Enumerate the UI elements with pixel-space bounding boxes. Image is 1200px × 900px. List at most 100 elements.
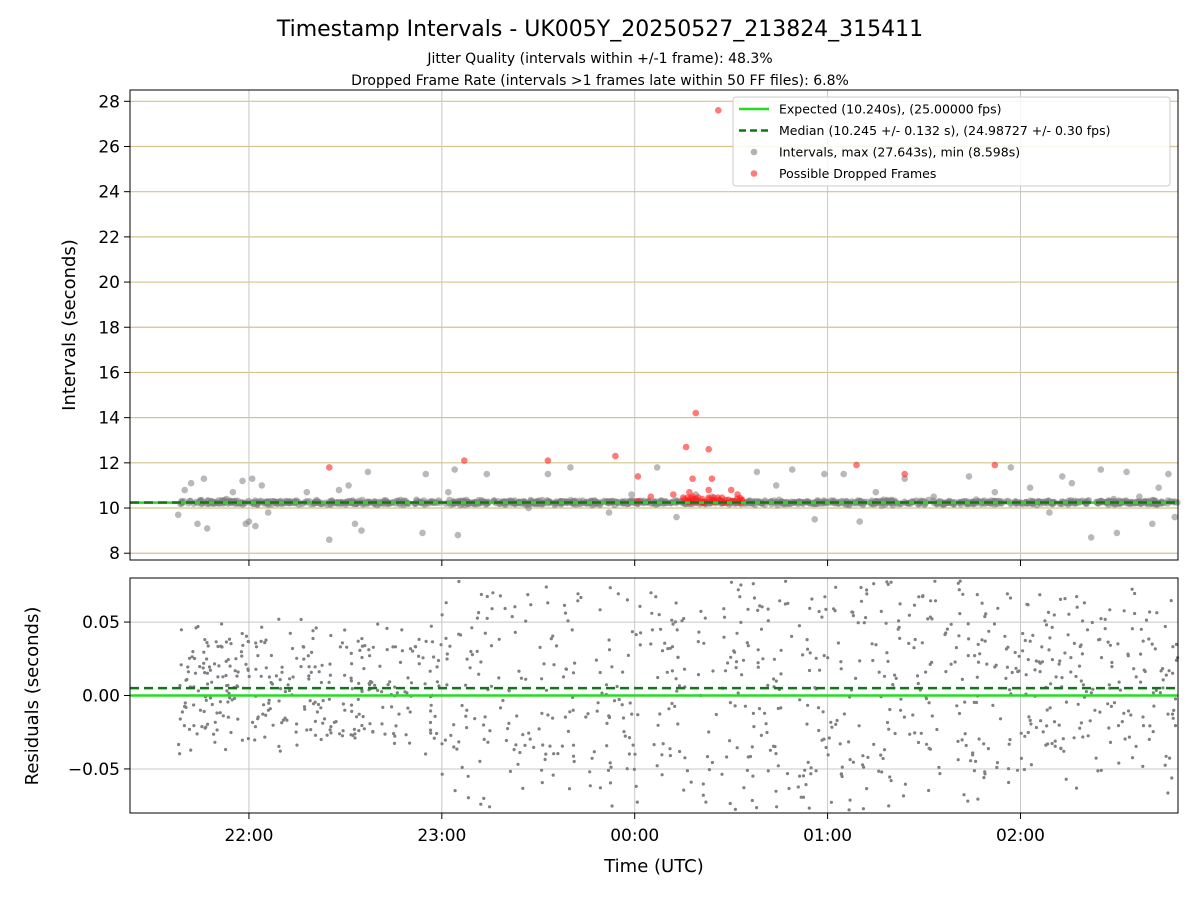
residual-point	[193, 656, 197, 661]
residual-point	[277, 699, 281, 703]
dropped-frame-point	[715, 107, 722, 114]
residual-point	[671, 622, 675, 626]
residual-point	[556, 752, 560, 756]
residual-point	[453, 789, 457, 793]
residual-point	[1043, 619, 1047, 623]
residual-point	[307, 674, 311, 678]
residual-point	[650, 611, 654, 615]
residual-point	[403, 690, 407, 694]
residual-point	[820, 738, 824, 742]
residual-point	[993, 665, 997, 669]
residual-point	[913, 637, 917, 642]
residual-point	[263, 735, 267, 739]
residual-point	[400, 649, 404, 653]
residual-point	[630, 630, 635, 634]
residual-point	[305, 728, 309, 732]
residual-point	[943, 633, 947, 637]
residual-point	[896, 627, 900, 631]
residual-point	[544, 688, 549, 692]
dropped-frame-point	[689, 493, 696, 501]
residual-point	[1069, 670, 1073, 674]
residual-point	[625, 598, 630, 602]
residual-point	[432, 655, 436, 659]
residual-point	[621, 670, 625, 674]
residual-point	[1027, 715, 1031, 719]
dropped-frame-point	[634, 473, 642, 480]
interval-point	[673, 513, 680, 521]
residual-point	[271, 723, 275, 727]
residual-point	[995, 761, 1000, 765]
residual-point	[251, 720, 255, 725]
residual-point	[898, 602, 902, 606]
residual-point	[439, 643, 443, 647]
residual-point	[349, 703, 354, 707]
dropped-frame-point	[738, 496, 746, 503]
residual-point	[982, 776, 986, 780]
residual-point	[1109, 704, 1113, 709]
residual-point	[566, 729, 571, 734]
residual-point	[725, 755, 729, 759]
residual-point	[606, 768, 611, 773]
residual-point	[291, 675, 295, 679]
residual-point	[311, 629, 315, 633]
residual-point	[332, 720, 336, 725]
residual-point	[281, 718, 285, 722]
dropped-frame-point	[705, 446, 712, 453]
residual-point	[930, 714, 934, 718]
residual-point	[204, 698, 208, 703]
residual-point	[341, 702, 345, 706]
residual-point	[764, 722, 768, 726]
residual-point	[808, 651, 812, 655]
residual-point	[1028, 718, 1032, 723]
residual-point	[627, 752, 632, 756]
residual-point	[501, 698, 505, 703]
legend-label: Expected (10.240s), (25.00000 fps)	[779, 102, 1001, 117]
interval-point	[965, 473, 973, 480]
residual-point	[430, 640, 435, 644]
residual-point	[1122, 711, 1126, 715]
residual-point	[822, 654, 826, 658]
residual-point	[277, 744, 281, 749]
residual-point	[649, 642, 653, 646]
residual-point	[1028, 639, 1032, 643]
residual-point	[668, 754, 673, 758]
residual-point	[1041, 730, 1045, 734]
residual-point	[436, 658, 441, 663]
residual-point	[665, 670, 669, 674]
residual-point	[329, 633, 333, 638]
residual-point	[184, 678, 188, 682]
interval-point	[1110, 495, 1117, 503]
residual-point	[233, 669, 237, 673]
residual-point	[319, 680, 323, 685]
interval-point	[1155, 484, 1162, 492]
interval-point	[1087, 534, 1095, 541]
residual-point	[256, 654, 260, 658]
y-tick-label: 16	[98, 363, 120, 383]
residual-point	[1122, 609, 1126, 613]
residual-point	[609, 765, 613, 769]
residual-point	[621, 716, 626, 720]
residual-point	[774, 679, 778, 683]
residual-point	[752, 596, 757, 600]
residual-point	[544, 585, 548, 589]
residual-point	[675, 628, 679, 632]
residual-point	[750, 745, 754, 749]
residual-point	[872, 582, 876, 586]
residual-point	[771, 744, 776, 748]
residual-point	[317, 670, 321, 674]
residual-point	[240, 738, 244, 742]
residual-point	[1174, 658, 1178, 662]
residual-point	[1164, 754, 1168, 758]
residual-point	[889, 779, 893, 783]
residual-point	[976, 660, 981, 664]
residual-point	[444, 636, 448, 641]
residual-point	[246, 737, 250, 741]
residual-point	[373, 683, 377, 687]
residual-point	[1108, 608, 1112, 612]
dropped-frame-point	[692, 409, 700, 417]
residual-point	[830, 725, 834, 729]
residual-point	[625, 767, 629, 771]
residual-point	[1126, 654, 1130, 658]
residual-point	[213, 662, 217, 666]
interval-point	[772, 482, 780, 489]
